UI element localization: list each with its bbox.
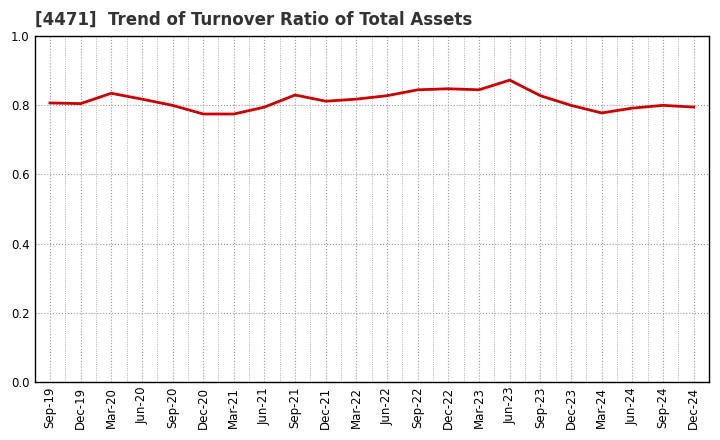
Text: [4471]  Trend of Turnover Ratio of Total Assets: [4471] Trend of Turnover Ratio of Total … [35,11,472,29]
